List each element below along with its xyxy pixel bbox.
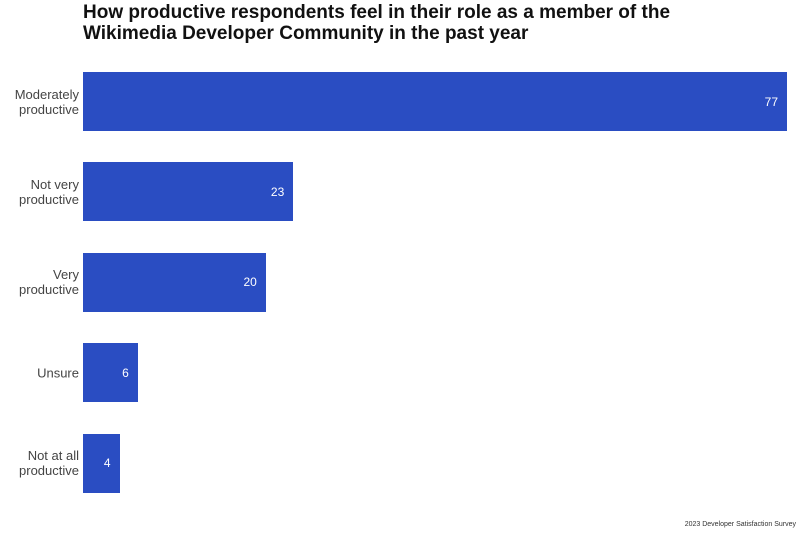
value-label: 4 bbox=[103, 456, 111, 471]
source-note: 2023 Developer Satisfaction Survey bbox=[684, 521, 796, 528]
value-label: 20 bbox=[243, 275, 257, 290]
category-label: Not very productive bbox=[19, 176, 79, 207]
bar bbox=[83, 343, 138, 403]
chart-title: How productive respondents feel in their… bbox=[83, 2, 671, 44]
category-label: Not at all productive bbox=[19, 448, 79, 479]
bar bbox=[83, 252, 266, 312]
bar bbox=[83, 162, 294, 222]
category-label: Unsure bbox=[37, 365, 79, 381]
value-label: 6 bbox=[122, 365, 129, 380]
bar bbox=[83, 72, 787, 131]
value-label: 77 bbox=[764, 94, 778, 109]
bar bbox=[83, 433, 120, 493]
category-label: Very productive bbox=[19, 267, 79, 298]
value-label: 23 bbox=[270, 184, 285, 199]
category-label: Moderately productive bbox=[14, 86, 79, 117]
